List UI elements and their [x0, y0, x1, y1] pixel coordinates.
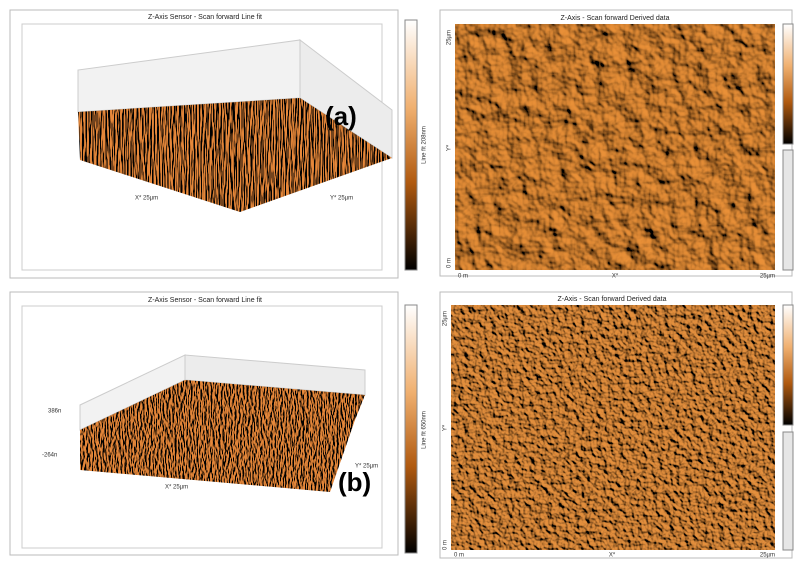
y-bottom-label: 0 m: [443, 540, 449, 550]
x-axis-label: X* 25µm: [135, 196, 158, 202]
colorbar: [783, 305, 793, 425]
panel-title: Z-Axis Sensor - Scan forward Line fit: [148, 14, 262, 21]
y-axis-label: Y*: [443, 424, 449, 431]
scale-panel: [783, 432, 793, 550]
z-bottom-label: -264n: [42, 453, 57, 459]
x-axis-label: X* 25µm: [165, 485, 188, 491]
y-axis-label: Y* 25µm: [330, 196, 353, 202]
panel-title: Z-Axis Sensor - Scan forward Line fit: [148, 297, 262, 304]
colorbar: [405, 305, 417, 553]
x-left-label: 0 m: [458, 274, 468, 280]
colorbar: [405, 20, 417, 270]
x-right-label: 25µm: [760, 274, 775, 280]
afm-image: [451, 305, 775, 550]
figure-tag: (b): [338, 467, 371, 497]
figure: Z-Axis Sensor - Scan forward Line fit X*…: [0, 0, 794, 561]
page: {"figure_a": {"surface": {"title": "Z-Ax…: [0, 0, 794, 561]
afm-image: [455, 24, 775, 270]
colorbar: [783, 24, 793, 144]
y-bottom-label: 0 m: [447, 258, 453, 268]
x-axis-label: X*: [609, 553, 616, 559]
z-top-label: 386n: [48, 409, 61, 415]
x-left-label: 0 m: [454, 553, 464, 559]
scale-panel: [783, 150, 793, 270]
figure-tag: (a): [325, 101, 357, 131]
y-top-label: 25µm: [443, 311, 449, 326]
panel-title: Z-Axis - Scan forward Derived data: [561, 15, 670, 22]
body: Z-Axis Sensor - Scan forward Line fit X*…: [0, 0, 794, 561]
y-axis-label: Y*: [447, 144, 453, 151]
x-axis-label: X*: [612, 274, 619, 280]
x-right-label: 25µm: [760, 553, 775, 559]
panel-title: Z-Axis - Scan forward Derived data: [558, 296, 667, 303]
colorbar-label: Line fit 650nm: [422, 411, 428, 449]
y-top-label: 25µm: [447, 30, 453, 45]
colorbar-label: Line fit 208nm: [422, 126, 428, 164]
